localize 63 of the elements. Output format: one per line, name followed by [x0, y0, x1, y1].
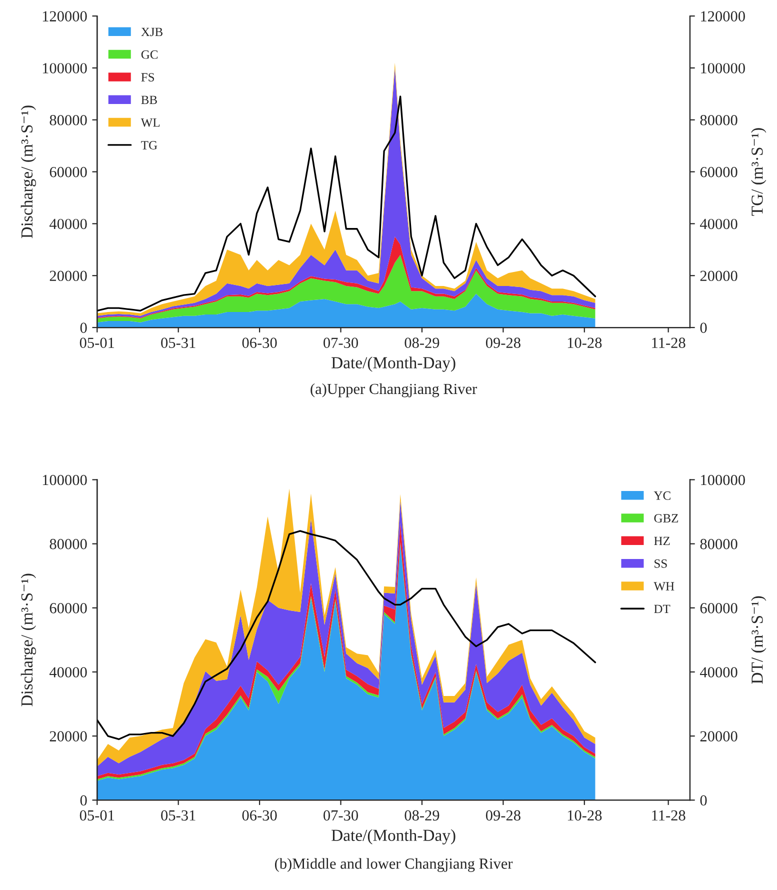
y-axis-title: Discharge/ (m³·S⁻¹): [20, 106, 36, 238]
x-tick-label: 07-30: [324, 810, 358, 821]
y-tick-label: 20000: [50, 731, 87, 742]
x-axis-title: Date/(Month-Day): [332, 829, 456, 844]
text: (b)Middle and lower Changjiang River: [274, 858, 513, 872]
x-axis-title: Date/(Month-Day): [332, 356, 456, 372]
x-tick-label: 10-28: [568, 338, 602, 348]
legend-label: GC: [141, 50, 158, 59]
y2-tick-label: 60000: [700, 603, 738, 614]
y2-tick-label: 100000: [701, 63, 745, 74]
x-tick-label: 05-31: [161, 810, 196, 821]
x-tick-label: 11-28: [652, 338, 686, 348]
y2-tick-label: 0: [700, 322, 707, 333]
legend-label: DT: [654, 604, 670, 614]
x-tick-label: 09-28: [486, 810, 520, 821]
x-tick-label: 05-01: [80, 338, 114, 348]
y-tick-label: 100000: [42, 63, 87, 74]
y-tick-label: 60000: [50, 603, 87, 614]
legend-label: TG: [141, 141, 158, 150]
x-tick-label: 06-30: [242, 338, 277, 348]
y2-tick-label: 80000: [700, 114, 738, 126]
legend-label: BB: [141, 96, 157, 104]
y-tick-label: 20000: [50, 270, 87, 282]
legend-label: WH: [654, 582, 674, 591]
x-tick-label: 09-28: [486, 338, 520, 348]
y-tick-label: 80000: [50, 114, 87, 126]
x-tick-label: 07-30: [324, 338, 358, 348]
legend-label: SS: [654, 559, 667, 568]
y2-tick-label: 40000: [700, 218, 738, 230]
y-tick-label: 100000: [42, 474, 87, 486]
y-tick-label: 60000: [50, 166, 87, 178]
legend-label: HZ: [654, 536, 670, 546]
y2-tick-label: 20000: [700, 731, 738, 742]
y2-tick-label: 0: [700, 795, 707, 806]
y2-tick-label: 20000: [700, 270, 738, 282]
y-tick-label: 0: [80, 795, 87, 806]
x-tick-label: 05-01: [80, 810, 114, 821]
x-tick-label: 06-30: [242, 810, 277, 821]
y2-tick-label: 120000: [701, 11, 745, 22]
y2-tick-label: 40000: [700, 667, 738, 678]
y-tick-label: 80000: [50, 538, 87, 550]
y2-tick-label: 100000: [701, 474, 745, 486]
y2-axis-title: DT/ (m³·S⁻¹): [751, 596, 766, 684]
y-tick-label: 120000: [42, 11, 87, 22]
x-tick-label: 05-31: [161, 338, 196, 348]
y2-tick-label: 60000: [700, 166, 738, 178]
y2-tick-label: 80000: [700, 538, 738, 550]
legend-label: XJB: [141, 28, 162, 36]
y-axis-title: Discharge/ (m³·S⁻¹): [20, 574, 36, 706]
x-tick-label: 10-28: [568, 810, 602, 821]
y-tick-label: 40000: [50, 667, 87, 678]
y2-axis-title: TG/ (m³·S⁻¹): [751, 128, 766, 216]
x-tick-label: 11-28: [652, 810, 686, 821]
legend-label: WL: [140, 118, 160, 127]
x-tick-label: 08-29: [404, 338, 440, 348]
legend-label: GBZ: [654, 514, 678, 522]
line-series: [97, 530, 596, 740]
x-tick-label: 08-29: [404, 810, 440, 821]
legend-label: YC: [654, 491, 670, 500]
legend-label: FS: [141, 73, 154, 82]
text: (a)Upper Changjiang River: [310, 383, 477, 398]
y-tick-label: 40000: [50, 218, 87, 230]
y-tick-label: 0: [80, 322, 87, 333]
